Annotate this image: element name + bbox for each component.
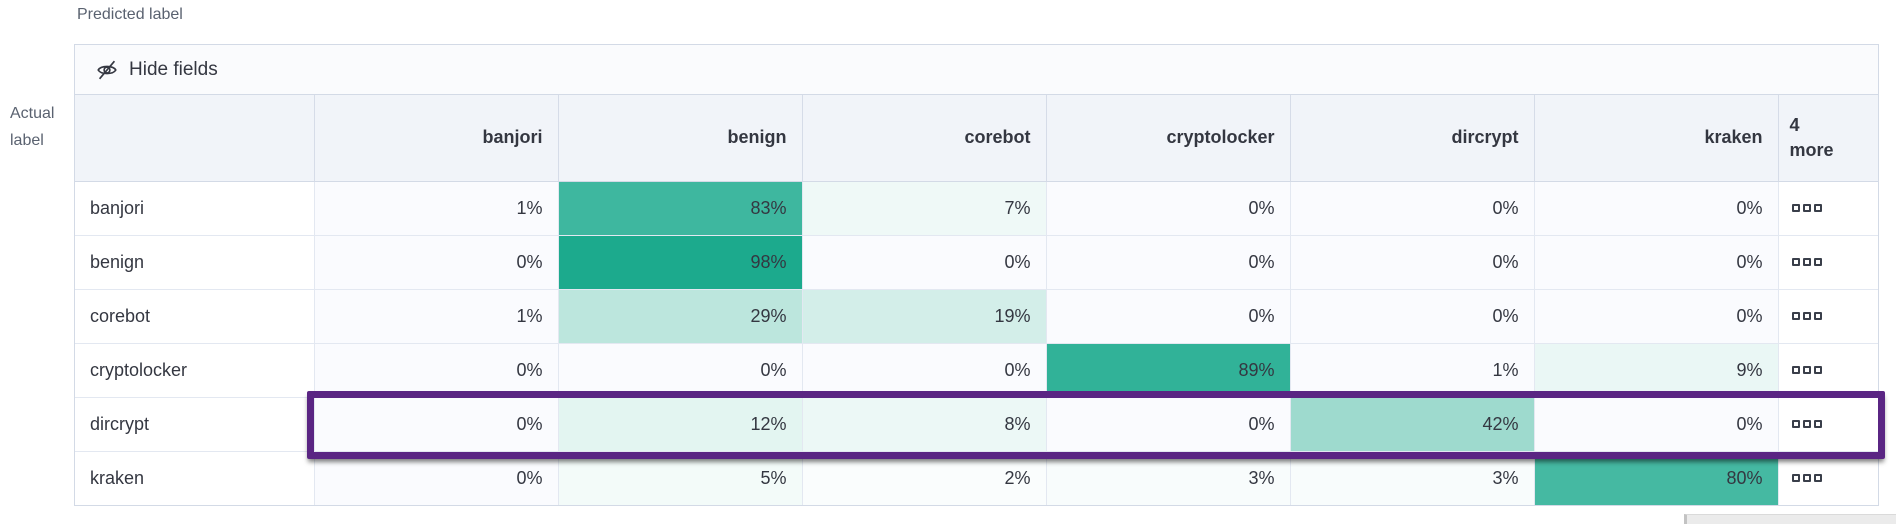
row-more-actions-banjori[interactable] xyxy=(1778,181,1879,236)
cell-banjori-dircrypt[interactable]: 0% xyxy=(1290,181,1535,236)
row-label-corebot[interactable]: corebot xyxy=(75,289,315,344)
hide-fields-button[interactable]: Hide fields xyxy=(75,45,1878,95)
cell-cryptolocker-banjori[interactable]: 0% xyxy=(314,343,559,398)
actual-axis-label-line1: Actual xyxy=(10,105,55,122)
matrix-row-banjori: banjori 1% 83% 7% 0% 0% 0% xyxy=(75,181,1879,236)
row-label-banjori[interactable]: banjori xyxy=(75,181,315,236)
cell-dircrypt-dircrypt[interactable]: 42% xyxy=(1290,397,1535,452)
cell-cryptolocker-corebot[interactable]: 0% xyxy=(802,343,1047,398)
column-header-banjori[interactable]: banjori xyxy=(314,95,559,182)
cell-corebot-benign[interactable]: 29% xyxy=(558,289,803,344)
column-header-kraken[interactable]: kraken xyxy=(1534,95,1779,182)
cell-corebot-corebot[interactable]: 19% xyxy=(802,289,1047,344)
boxes-horizontal-icon xyxy=(1791,366,1879,374)
cell-cryptolocker-kraken[interactable]: 9% xyxy=(1534,343,1779,398)
row-more-actions-cryptolocker[interactable] xyxy=(1778,343,1879,398)
boxes-horizontal-icon xyxy=(1791,258,1879,266)
predicted-axis-label: Predicted label xyxy=(77,6,183,23)
more-columns-text: more xyxy=(1789,139,1834,160)
cell-kraken-dircrypt[interactable]: 3% xyxy=(1290,451,1535,505)
column-header-cryptolocker[interactable]: cryptolocker xyxy=(1046,95,1291,182)
cell-benign-corebot[interactable]: 0% xyxy=(802,235,1047,290)
cell-cryptolocker-dircrypt[interactable]: 1% xyxy=(1290,343,1535,398)
cell-dircrypt-benign[interactable]: 12% xyxy=(558,397,803,452)
cell-benign-benign[interactable]: 98% xyxy=(558,235,803,290)
row-label-cryptolocker[interactable]: cryptolocker xyxy=(75,343,315,398)
cell-dircrypt-corebot[interactable]: 8% xyxy=(802,397,1047,452)
column-header-corebot[interactable]: corebot xyxy=(802,95,1047,182)
cell-kraken-benign[interactable]: 5% xyxy=(558,451,803,505)
matrix-row-benign: benign 0% 98% 0% 0% 0% 0% xyxy=(75,235,1879,290)
actual-axis-label: Actual label xyxy=(10,100,54,154)
cell-corebot-kraken[interactable]: 0% xyxy=(1534,289,1779,344)
cell-corebot-banjori[interactable]: 1% xyxy=(314,289,559,344)
row-label-benign[interactable]: benign xyxy=(75,235,315,290)
cell-banjori-cryptolocker[interactable]: 0% xyxy=(1046,181,1291,236)
row-more-actions-dircrypt[interactable] xyxy=(1778,397,1879,452)
boxes-horizontal-icon xyxy=(1791,420,1879,428)
boxes-horizontal-icon xyxy=(1791,474,1879,483)
cell-dircrypt-banjori[interactable]: 0% xyxy=(314,397,559,452)
boxes-horizontal-icon xyxy=(1791,312,1879,320)
matrix-row-corebot: corebot 1% 29% 19% 0% 0% 0% xyxy=(75,289,1879,344)
cell-cryptolocker-benign[interactable]: 0% xyxy=(558,343,803,398)
cell-kraken-cryptolocker[interactable]: 3% xyxy=(1046,451,1291,505)
cell-benign-dircrypt[interactable]: 0% xyxy=(1290,235,1535,290)
boxes-horizontal-icon xyxy=(1791,204,1879,212)
hide-fields-label: Hide fields xyxy=(129,58,218,80)
cell-kraken-corebot[interactable]: 2% xyxy=(802,451,1047,505)
horizontal-scrollbar[interactable] xyxy=(1684,514,1896,524)
column-header-benign[interactable]: benign xyxy=(558,95,803,182)
row-more-actions-kraken[interactable] xyxy=(1778,451,1878,505)
actual-axis-label-line2: label xyxy=(10,132,44,149)
more-columns-count: 4 xyxy=(1789,114,1800,135)
matrix-row-cryptolocker: cryptolocker 0% 0% 0% 89% 1% 9% xyxy=(75,343,1879,398)
cell-dircrypt-cryptolocker[interactable]: 0% xyxy=(1046,397,1291,452)
cell-banjori-corebot[interactable]: 7% xyxy=(802,181,1047,236)
cell-benign-kraken[interactable]: 0% xyxy=(1534,235,1779,290)
row-label-kraken[interactable]: kraken xyxy=(75,451,315,505)
matrix-row-dircrypt: dircrypt 0% 12% 8% 0% 42% 0% xyxy=(75,397,1879,452)
confusion-matrix-grid: Hide fields banjori benign corebot cryptolo… xyxy=(74,44,1879,506)
corner-header-cell xyxy=(75,95,315,182)
confusion-matrix-table: banjori benign corebot cryptolocker dircrypt… xyxy=(75,95,1878,505)
cell-kraken-banjori[interactable]: 0% xyxy=(314,451,559,505)
cell-benign-cryptolocker[interactable]: 0% xyxy=(1046,235,1291,290)
header-row: banjori benign corebot cryptolocker dircrypt… xyxy=(75,95,1878,182)
cell-benign-banjori[interactable]: 0% xyxy=(314,235,559,290)
eye-closed-icon xyxy=(96,59,118,81)
row-more-actions-benign[interactable] xyxy=(1778,235,1879,290)
row-label-dircrypt[interactable]: dircrypt xyxy=(75,397,315,452)
matrix-row-kraken: kraken 0% 5% 2% 3% 3% 80% xyxy=(75,451,1878,505)
cell-banjori-kraken[interactable]: 0% xyxy=(1534,181,1779,236)
cell-cryptolocker-cryptolocker[interactable]: 89% xyxy=(1046,343,1291,398)
cell-corebot-cryptolocker[interactable]: 0% xyxy=(1046,289,1291,344)
column-header-dircrypt[interactable]: dircrypt xyxy=(1290,95,1535,182)
more-columns-header[interactable]: 4 more xyxy=(1778,95,1878,182)
cell-kraken-kraken[interactable]: 80% xyxy=(1534,451,1779,505)
cell-corebot-dircrypt[interactable]: 0% xyxy=(1290,289,1535,344)
cell-banjori-banjori[interactable]: 1% xyxy=(314,181,559,236)
cell-banjori-benign[interactable]: 83% xyxy=(558,181,803,236)
cell-dircrypt-kraken[interactable]: 0% xyxy=(1534,397,1779,452)
row-more-actions-corebot[interactable] xyxy=(1778,289,1879,344)
